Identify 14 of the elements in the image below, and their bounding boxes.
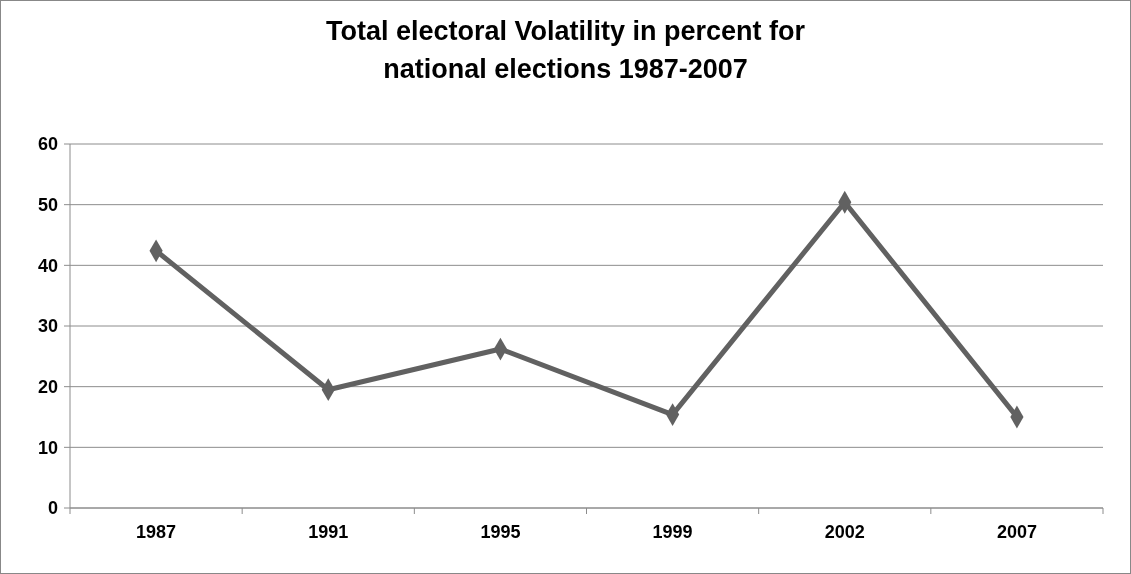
x-tick-label: 1987 bbox=[136, 522, 177, 542]
y-tick-label: 40 bbox=[37, 255, 58, 276]
x-tick-label: 1999 bbox=[652, 522, 693, 542]
y-tick-label: 30 bbox=[37, 316, 58, 337]
y-tick-label: 0 bbox=[47, 498, 58, 519]
y-tick-label: 20 bbox=[37, 376, 58, 397]
x-tick-label: 2007 bbox=[996, 522, 1037, 542]
x-tick-label: 1995 bbox=[480, 522, 521, 542]
x-tick-label: 2002 bbox=[824, 522, 865, 542]
chart-title: Total electoral Volatility in percent for national elections 1987-2007 bbox=[325, 16, 806, 84]
y-tick-label: 10 bbox=[37, 437, 58, 458]
x-tick-label: 1991 bbox=[308, 522, 349, 542]
y-tick-label: 60 bbox=[37, 134, 58, 155]
y-tick-label: 50 bbox=[37, 194, 58, 215]
